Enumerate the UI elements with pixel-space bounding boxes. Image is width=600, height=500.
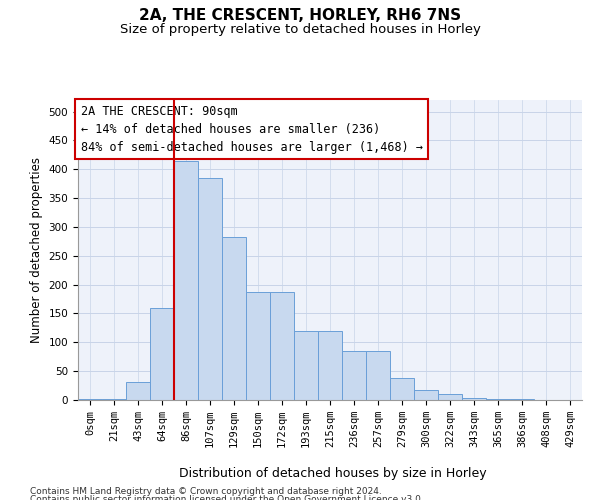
Bar xyxy=(294,331,318,400)
Bar xyxy=(318,331,342,400)
Text: Distribution of detached houses by size in Horley: Distribution of detached houses by size … xyxy=(179,467,487,480)
Bar xyxy=(342,351,366,400)
Bar xyxy=(126,382,150,400)
Bar xyxy=(270,292,294,400)
Text: Contains public sector information licensed under the Open Government Licence v3: Contains public sector information licen… xyxy=(30,495,424,500)
Bar xyxy=(78,399,102,400)
Bar xyxy=(486,399,510,400)
Y-axis label: Number of detached properties: Number of detached properties xyxy=(30,157,43,343)
Bar xyxy=(198,178,222,400)
Bar xyxy=(366,351,390,400)
Bar xyxy=(222,236,246,400)
Text: 2A, THE CRESCENT, HORLEY, RH6 7NS: 2A, THE CRESCENT, HORLEY, RH6 7NS xyxy=(139,8,461,22)
Bar xyxy=(174,160,198,400)
Bar xyxy=(246,292,270,400)
Text: 2A THE CRESCENT: 90sqm
← 14% of detached houses are smaller (236)
84% of semi-de: 2A THE CRESCENT: 90sqm ← 14% of detached… xyxy=(80,104,422,154)
Bar xyxy=(462,398,486,400)
Bar xyxy=(150,308,174,400)
Text: Size of property relative to detached houses in Horley: Size of property relative to detached ho… xyxy=(119,22,481,36)
Text: Contains HM Land Registry data © Crown copyright and database right 2024.: Contains HM Land Registry data © Crown c… xyxy=(30,488,382,496)
Bar xyxy=(414,390,438,400)
Bar xyxy=(438,394,462,400)
Bar xyxy=(102,399,126,400)
Bar xyxy=(390,378,414,400)
